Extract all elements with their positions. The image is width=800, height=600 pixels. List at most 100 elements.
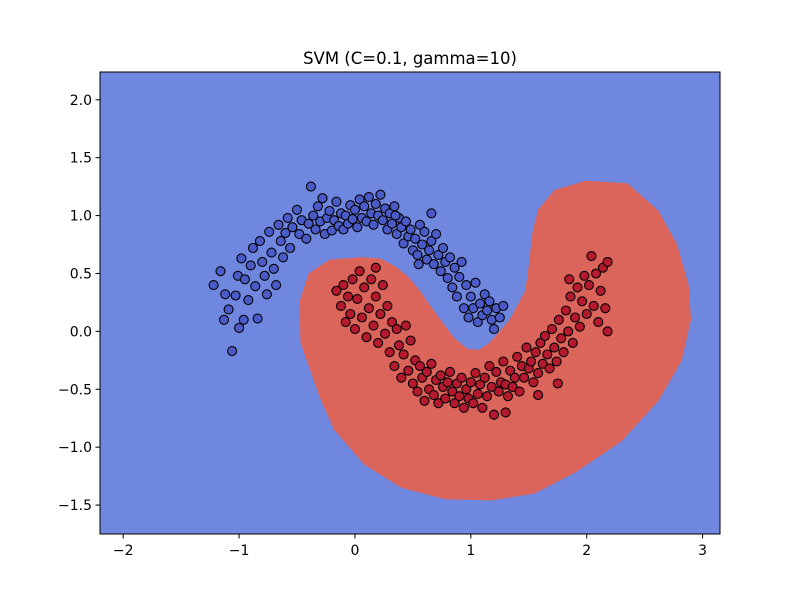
blue-class-point	[375, 189, 386, 200]
blue-class-point	[410, 233, 421, 244]
red-class-point	[491, 366, 502, 377]
x-tick-label: 0	[350, 543, 359, 559]
red-class-point	[472, 388, 483, 399]
blue-class-point	[419, 226, 430, 237]
blue-class-point	[424, 245, 435, 256]
blue-class-point	[261, 289, 272, 300]
blue-class-point	[264, 226, 275, 237]
red-class-point	[419, 395, 430, 406]
red-class-point	[352, 293, 363, 304]
red-class-point	[470, 368, 481, 379]
red-class-point	[458, 402, 469, 413]
red-class-point	[539, 330, 551, 342]
red-class-point	[482, 391, 493, 402]
red-class-point	[552, 378, 563, 389]
red-class-point	[498, 356, 509, 367]
x-tick-label: 2	[582, 543, 591, 559]
red-class-point	[354, 266, 365, 277]
blue-class-point	[370, 198, 381, 210]
blue-class-point	[484, 296, 495, 307]
y-tick-label: −1.5	[58, 498, 92, 514]
red-class-point	[368, 320, 379, 331]
red-class-point	[356, 312, 367, 323]
x-tick-label: 3	[698, 543, 707, 559]
red-class-point	[477, 402, 488, 413]
red-class-point	[396, 372, 407, 383]
blue-class-point	[223, 304, 234, 315]
blue-class-point	[326, 225, 337, 236]
red-class-point	[579, 270, 590, 281]
blue-class-point	[400, 216, 411, 227]
blue-class-point	[275, 236, 286, 247]
red-class-point	[349, 324, 361, 335]
blue-class-point	[470, 277, 481, 288]
blue-class-point	[252, 313, 263, 324]
red-class-point	[565, 291, 576, 302]
red-class-point	[593, 317, 604, 328]
red-class-point	[363, 303, 374, 314]
blue-class-point	[449, 262, 460, 273]
blue-class-point	[413, 259, 424, 270]
red-class-point	[533, 390, 544, 401]
blue-class-point	[257, 256, 268, 267]
blue-class-point	[238, 314, 249, 325]
blue-class-point	[305, 181, 316, 192]
red-class-point	[595, 285, 606, 296]
red-class-point	[535, 337, 546, 348]
red-class-point	[551, 356, 562, 367]
red-class-point	[370, 291, 381, 302]
blue-class-point	[236, 253, 247, 264]
red-class-point	[500, 407, 511, 418]
red-class-point	[447, 386, 458, 397]
red-class-point	[570, 312, 581, 323]
y-tick-label: −0.5	[58, 382, 92, 398]
blue-class-point	[421, 254, 432, 265]
blue-class-point	[479, 289, 490, 300]
red-class-point	[581, 308, 592, 320]
blue-class-point	[414, 219, 425, 230]
red-class-point	[361, 332, 372, 343]
x-axis: −2 −1 0 1 2 3	[113, 534, 707, 559]
red-class-point	[542, 349, 553, 360]
blue-class-point	[435, 266, 446, 277]
y-tick-label: −1.0	[58, 440, 92, 456]
red-class-point	[479, 372, 490, 383]
blue-class-point	[451, 291, 462, 302]
blue-class-point	[278, 252, 289, 263]
blue-class-point	[294, 229, 305, 240]
red-class-point	[331, 285, 342, 296]
red-class-point	[530, 347, 541, 358]
red-class-point	[549, 342, 560, 353]
blue-class-point	[215, 266, 226, 277]
blue-class-point	[239, 274, 250, 285]
blue-class-point	[412, 249, 423, 260]
plot-title: SVM (C=0.1, gamma=10)	[303, 49, 517, 68]
blue-class-point	[282, 212, 293, 223]
red-class-point	[572, 282, 583, 293]
red-class-point	[391, 324, 402, 335]
blue-class-point	[363, 192, 374, 203]
red-class-point	[426, 358, 437, 369]
red-class-point	[373, 337, 384, 348]
red-class-point	[380, 328, 391, 339]
scatter-points	[208, 181, 613, 420]
blue-class-point	[208, 280, 219, 291]
blue-class-point	[317, 193, 328, 204]
red-class-point	[528, 377, 539, 388]
red-class-point	[366, 274, 377, 285]
blue-class-point	[488, 324, 500, 335]
red-class-point	[558, 347, 569, 358]
red-class-point	[389, 361, 400, 372]
red-class-point	[602, 256, 613, 267]
red-class-point	[403, 365, 414, 376]
red-class-point	[338, 280, 349, 291]
blue-class-point	[245, 260, 256, 271]
y-axis: 2.0 1.5 1.0 0.5 0.0 −0.5 −1.0 −1.5	[58, 93, 100, 514]
blue-class-point	[417, 239, 428, 250]
blue-class-point	[465, 291, 476, 302]
blue-class-point	[482, 305, 493, 316]
red-class-point	[335, 300, 347, 311]
red-class-point	[345, 308, 356, 320]
red-class-point	[440, 393, 451, 404]
red-class-point	[486, 381, 497, 392]
